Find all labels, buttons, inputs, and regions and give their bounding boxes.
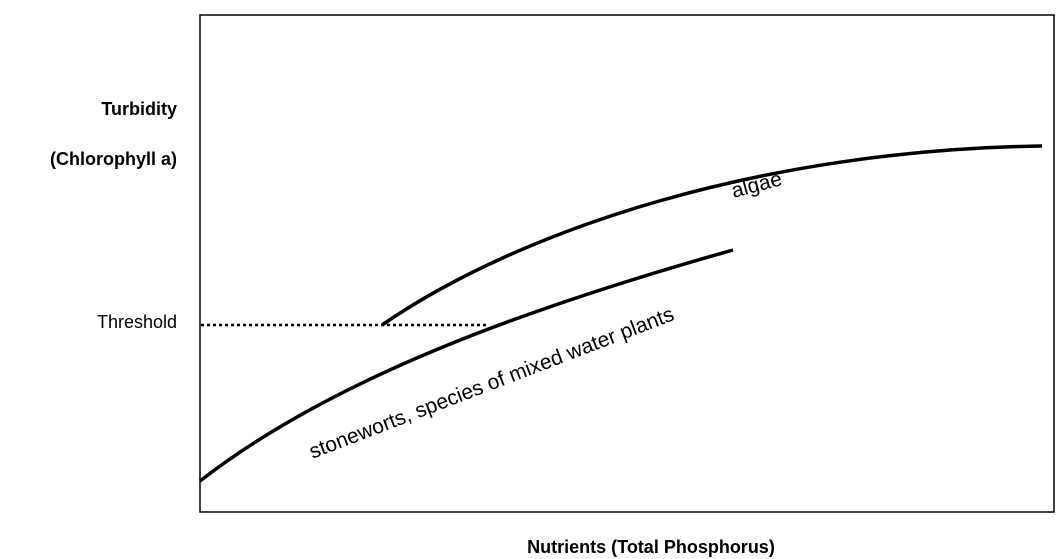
y-axis-title: Turbidity (101, 99, 177, 119)
algae-curve (381, 144, 1043, 327)
algae-label: algae (729, 167, 785, 203)
plot-frame (199, 14, 1055, 513)
y-axis-subtitle: (Chlorophyll a) (50, 149, 177, 169)
stoneworts-curve (198, 248, 734, 483)
threshold-label: Threshold (97, 312, 177, 332)
x-axis-title: Nutrients (Total Phosphorus) (527, 537, 775, 557)
